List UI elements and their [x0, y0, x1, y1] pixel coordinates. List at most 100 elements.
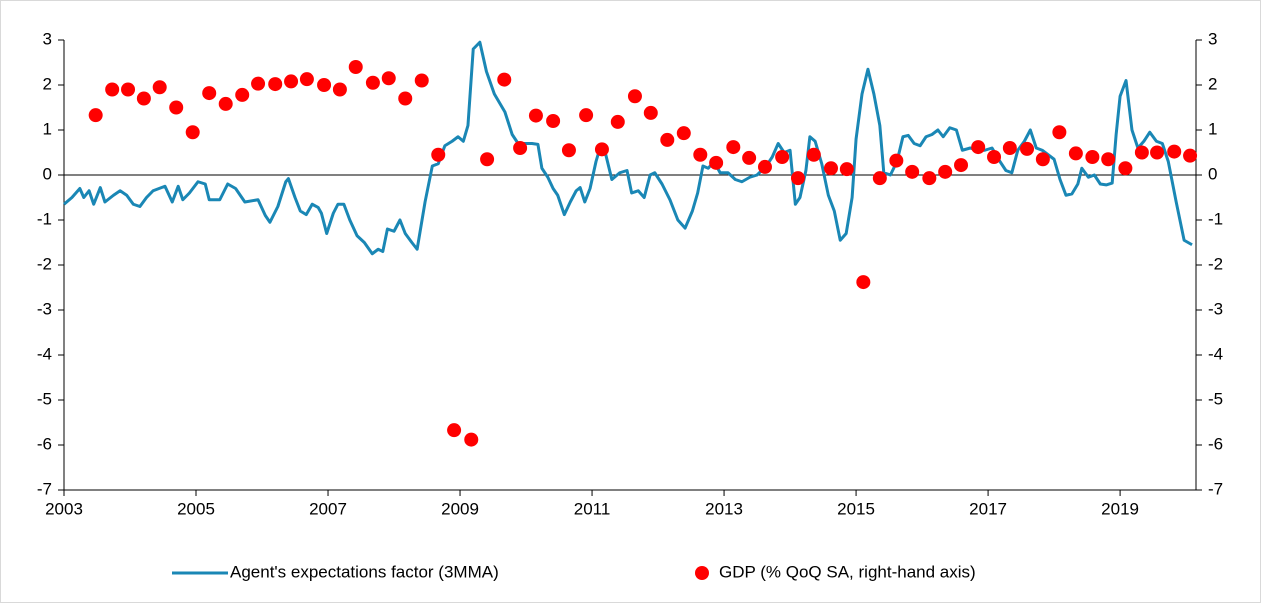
scatter-point [987, 150, 1002, 164]
scatter-point [856, 275, 871, 290]
y-tick-label: -2 [37, 254, 52, 273]
y2-tick-label: 3 [1208, 29, 1217, 48]
scatter-point [88, 108, 103, 123]
scatter-point [431, 147, 446, 162]
scatter-point [1035, 152, 1050, 167]
scatter-point [528, 108, 543, 123]
scatter-point [268, 77, 283, 92]
scatter-point [790, 171, 805, 186]
scatter-point [757, 159, 772, 174]
scatter-point [742, 150, 757, 165]
x-tick-label: 2007 [309, 499, 347, 518]
scatter-point [579, 108, 594, 123]
y2-tick-label: -1 [1208, 209, 1223, 228]
scatter-point [136, 91, 151, 106]
scatter-point [660, 132, 675, 147]
scatter-point [922, 171, 937, 186]
scatter-point [1167, 144, 1182, 159]
scatter-point [872, 171, 887, 186]
y2-tick-label: -3 [1208, 299, 1223, 318]
x-tick-label: 2009 [441, 499, 479, 518]
y2-tick-label: -7 [1208, 479, 1223, 498]
scatter-point [627, 89, 642, 104]
scatter-point [889, 153, 904, 168]
legend-swatch [695, 566, 709, 580]
y-tick-label: 1 [43, 119, 52, 138]
scatter-point [1002, 141, 1017, 155]
scatter-point [839, 162, 854, 177]
scatter-point [381, 71, 396, 86]
y-tick-label: -7 [37, 479, 52, 498]
scatter-point [610, 114, 625, 129]
scatter-point [251, 76, 266, 91]
scatter-point [676, 126, 691, 141]
scatter-point [709, 155, 724, 170]
y2-tick-label: 0 [1208, 164, 1217, 183]
scatter-point [348, 60, 363, 74]
scatter-point [317, 78, 332, 92]
y-tick-label: -6 [37, 434, 52, 453]
scatter-point [497, 72, 512, 87]
scatter-point [938, 164, 953, 179]
scatter-point [105, 82, 120, 97]
scatter-point [398, 91, 413, 106]
scatter-point [546, 114, 561, 128]
scatter-point [332, 82, 347, 97]
scatter-point [513, 141, 528, 155]
scatter-point [299, 72, 314, 87]
y2-tick-label: -2 [1208, 254, 1223, 273]
scatter-point [202, 86, 217, 101]
scatter-point [185, 125, 200, 140]
y-tick-label: 2 [43, 74, 52, 93]
scatter-point [121, 82, 136, 97]
line-series [63, 40, 1193, 256]
y-tick-label: -1 [37, 209, 52, 228]
x-tick-label: 2011 [574, 499, 611, 518]
scatter-point [480, 152, 495, 167]
scatter-point [414, 73, 429, 88]
scatter-point [235, 87, 250, 102]
scatter-point [1020, 141, 1035, 156]
scatter-point [1183, 148, 1198, 163]
y2-tick-label: -6 [1208, 434, 1223, 453]
y-tick-label: -5 [37, 389, 52, 408]
scatter-point [594, 142, 609, 157]
scatter-point [905, 164, 920, 179]
scatter-point [971, 140, 986, 155]
x-tick-label: 2015 [837, 499, 875, 518]
legend-label: GDP (% QoQ SA, right-hand axis) [719, 562, 976, 581]
scatter-point [693, 147, 708, 162]
x-tick-label: 2005 [177, 499, 215, 518]
scatter-point [726, 140, 741, 155]
scatter-point [1101, 152, 1116, 167]
y2-tick-label: 2 [1208, 74, 1217, 93]
scatter-point [1150, 145, 1165, 160]
x-tick-label: 2017 [969, 499, 1007, 518]
scatter-point [365, 75, 380, 90]
scatter-point [1134, 145, 1149, 160]
scatter-point [1118, 161, 1133, 176]
x-tick-label: 2003 [45, 499, 83, 518]
scatter-point [152, 80, 167, 95]
y-tick-label: -4 [37, 344, 52, 363]
x-tick-label: 2019 [1101, 499, 1139, 518]
y2-tick-label: -5 [1208, 389, 1223, 408]
scatter-point [823, 161, 838, 176]
y-tick-label: -3 [37, 299, 52, 318]
scatter-point [447, 423, 462, 438]
scatter-point [643, 105, 658, 120]
scatter-point [1052, 125, 1067, 140]
scatter-point [218, 96, 233, 111]
scatter-point [169, 100, 184, 115]
y2-tick-label: 1 [1208, 119, 1217, 138]
scatter-point [954, 158, 969, 173]
y-tick-label: 3 [43, 29, 52, 48]
scatter-point [1068, 146, 1083, 161]
legend-label: Agent's expectations factor (3MMA) [230, 562, 499, 581]
scatter-point [284, 74, 299, 89]
x-tick-label: 2013 [705, 499, 743, 518]
scatter-point [806, 147, 821, 162]
scatter-point [464, 432, 479, 447]
scatter-point [561, 143, 576, 158]
